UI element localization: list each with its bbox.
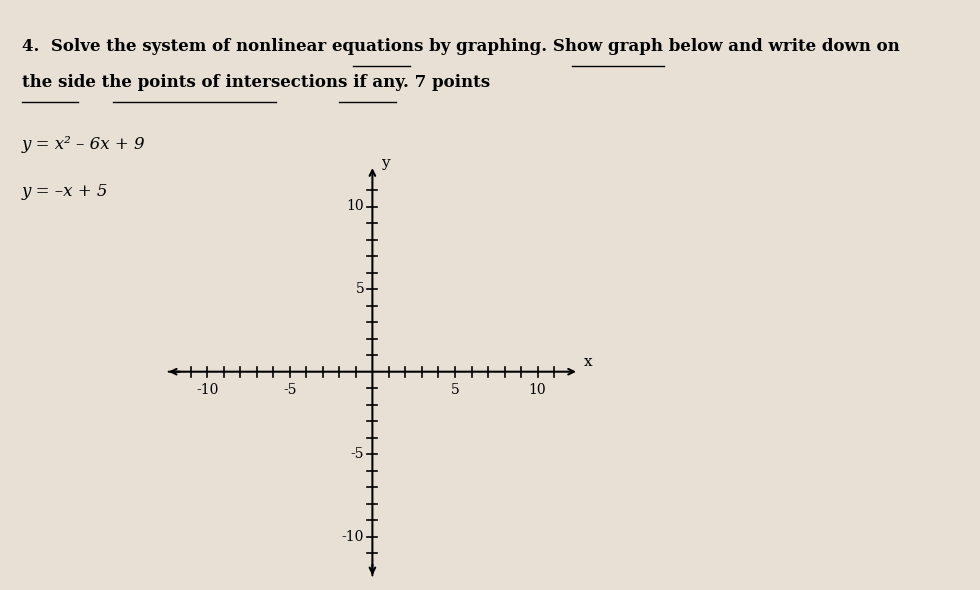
Text: y = –x + 5: y = –x + 5: [22, 183, 108, 200]
Text: the side the points of intersections if any. 7 points: the side the points of intersections if …: [22, 74, 490, 91]
Text: 10: 10: [529, 384, 547, 397]
Text: y = x² – 6x + 9: y = x² – 6x + 9: [22, 136, 145, 153]
Text: 5: 5: [451, 384, 460, 397]
Text: -10: -10: [342, 530, 365, 544]
Text: 10: 10: [347, 199, 365, 214]
Text: 5: 5: [356, 282, 365, 296]
Text: -5: -5: [351, 447, 365, 461]
Text: -5: -5: [283, 384, 297, 397]
Text: y: y: [380, 156, 389, 170]
Text: 4.  Solve the system of nonlinear equations by graphing. Show graph below and wr: 4. Solve the system of nonlinear equatio…: [22, 38, 900, 55]
Text: x: x: [584, 355, 593, 369]
Text: -10: -10: [196, 384, 219, 397]
